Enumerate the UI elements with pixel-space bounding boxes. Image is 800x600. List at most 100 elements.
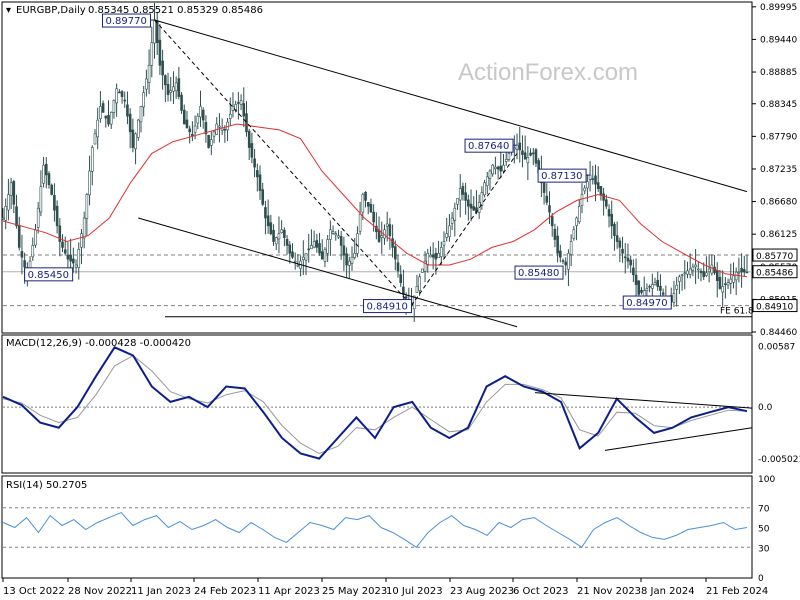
candle-body xyxy=(55,205,59,227)
candle-body xyxy=(126,104,129,117)
candle-body xyxy=(710,264,714,274)
candle-body xyxy=(131,129,135,148)
macd-signal-line xyxy=(2,354,748,455)
candle-body xyxy=(431,254,435,258)
candle-body xyxy=(4,205,8,221)
candle-body xyxy=(109,111,113,125)
candle-body xyxy=(280,229,283,233)
candle-body xyxy=(242,103,246,117)
rsi-y-label: 70 xyxy=(758,505,770,515)
dashed-trendline xyxy=(154,19,412,306)
candle-body xyxy=(529,152,532,156)
candle-body xyxy=(345,253,348,266)
trendline xyxy=(154,19,748,193)
candle-body xyxy=(185,119,189,129)
candle-body xyxy=(20,251,24,258)
candle-body xyxy=(266,215,270,227)
candle-body xyxy=(694,264,697,268)
candle-body xyxy=(96,119,99,138)
x-tick-label: 25 May 2023 xyxy=(322,586,387,597)
candle-body xyxy=(315,240,319,248)
candle-body xyxy=(718,277,722,289)
candle-body xyxy=(550,216,554,227)
candle-body xyxy=(686,270,689,275)
candle-body xyxy=(645,288,649,292)
candle-body xyxy=(12,181,16,205)
symbol-dropdown-icon[interactable]: ▾ xyxy=(6,5,11,16)
annotation-box xyxy=(464,138,514,153)
candle-body xyxy=(182,109,186,125)
candle-body xyxy=(634,274,638,285)
rsi-y-label: 0 xyxy=(758,574,764,584)
candle-body xyxy=(329,229,332,240)
candle-body xyxy=(118,91,121,94)
x-tick-label: 23 Aug 2023 xyxy=(450,586,514,597)
candle-body xyxy=(421,268,424,273)
candle-body xyxy=(742,269,746,273)
candle-body xyxy=(575,217,578,226)
candle-body xyxy=(456,198,459,205)
candle-body xyxy=(502,164,505,172)
candle-body xyxy=(153,19,156,44)
candle-body xyxy=(713,266,716,274)
watermark: ActionForex.com xyxy=(458,59,638,86)
rsi-panel: 100 70 50 30 0 xyxy=(2,475,775,584)
candle-body xyxy=(364,191,367,201)
candle-body xyxy=(302,256,305,260)
candle-body xyxy=(496,166,500,170)
candle-body xyxy=(47,173,51,186)
candle-body xyxy=(134,133,137,150)
y-tick-label: 0.86125 xyxy=(760,230,797,240)
candle-body xyxy=(172,86,175,92)
candle-body xyxy=(269,222,273,234)
candle-body xyxy=(442,241,446,246)
x-tick-label: 11 Apr 2023 xyxy=(258,586,320,597)
candle-body xyxy=(155,20,159,43)
candle-body xyxy=(283,229,286,238)
candle-body xyxy=(274,237,278,245)
y-tick-label: 0.88345 xyxy=(760,100,797,110)
candle-body xyxy=(369,203,373,213)
candle-body xyxy=(640,289,643,293)
candle-body xyxy=(361,194,365,213)
candle-body xyxy=(732,275,735,283)
candle-body xyxy=(199,106,202,118)
x-tick-label: 24 Feb 2023 xyxy=(194,586,256,597)
candle-body xyxy=(150,42,154,66)
candle-body xyxy=(147,64,151,83)
candle-body xyxy=(615,235,619,242)
candle-body xyxy=(702,271,706,278)
candle-body xyxy=(331,231,335,234)
candle-body xyxy=(136,119,140,138)
candle-body xyxy=(580,194,584,206)
candle-body xyxy=(586,181,589,189)
annotation-box xyxy=(363,299,413,314)
candle-body xyxy=(193,125,197,133)
candle-body xyxy=(415,286,419,294)
ohlc-readout: 0.85345 0.85521 0.85329 0.85486 xyxy=(88,5,263,16)
macd-label: MACD(12,26,9) -0.000428 -0.000420 xyxy=(6,338,191,349)
symbol-label: EURGBP,Daily xyxy=(16,5,86,16)
candle-body xyxy=(626,257,630,262)
candle-body xyxy=(659,285,662,291)
candle-body xyxy=(247,130,251,148)
candle-body xyxy=(391,238,394,248)
macd-y-label: 0.0 xyxy=(758,403,773,413)
candle-body xyxy=(174,82,178,92)
candle-body xyxy=(697,268,700,271)
macd-panel: 0.00587 0.0 -0.005021 xyxy=(2,343,800,465)
candle-body xyxy=(72,258,75,264)
candle-body xyxy=(285,238,289,246)
candle-body xyxy=(145,78,148,90)
candle-body xyxy=(504,158,508,162)
candle-body xyxy=(277,233,281,240)
annotation-label: 0.89770 xyxy=(106,16,147,27)
candle-body xyxy=(724,283,727,286)
candle-body xyxy=(526,157,530,164)
candle-body xyxy=(518,142,522,151)
candle-body xyxy=(729,278,733,284)
candle-body xyxy=(339,236,343,246)
candle-body xyxy=(485,176,489,187)
candle-body xyxy=(123,99,127,102)
annotation-label: 0.84910 xyxy=(367,302,408,313)
